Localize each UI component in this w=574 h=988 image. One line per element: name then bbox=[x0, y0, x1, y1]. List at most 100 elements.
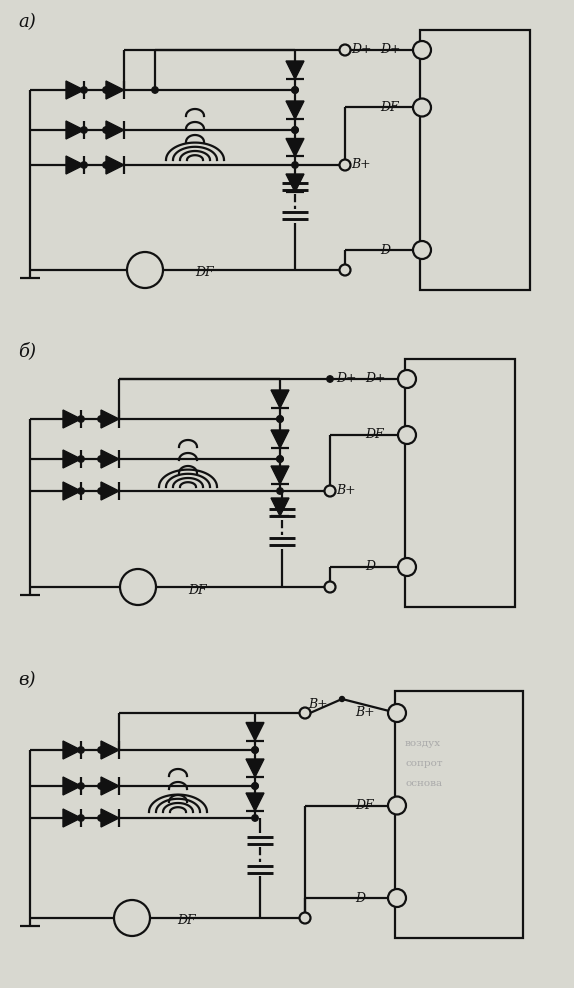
Circle shape bbox=[98, 416, 104, 422]
Circle shape bbox=[339, 697, 344, 701]
Circle shape bbox=[98, 747, 104, 753]
Circle shape bbox=[300, 707, 311, 718]
Polygon shape bbox=[106, 121, 124, 139]
Circle shape bbox=[78, 488, 84, 494]
Circle shape bbox=[292, 126, 298, 133]
Circle shape bbox=[398, 426, 416, 444]
Polygon shape bbox=[246, 722, 264, 740]
Circle shape bbox=[277, 416, 283, 422]
Bar bbox=[420, 30, 530, 290]
Circle shape bbox=[413, 99, 431, 117]
Text: а): а) bbox=[18, 13, 36, 31]
Circle shape bbox=[413, 41, 431, 59]
Text: D-: D- bbox=[365, 560, 379, 573]
Polygon shape bbox=[101, 450, 119, 468]
Circle shape bbox=[98, 782, 104, 789]
Text: DF: DF bbox=[380, 101, 398, 114]
Text: основа: основа bbox=[405, 779, 442, 787]
Text: DF: DF bbox=[195, 267, 214, 280]
Circle shape bbox=[78, 815, 84, 821]
Text: в): в) bbox=[18, 671, 36, 689]
Polygon shape bbox=[63, 482, 81, 500]
Circle shape bbox=[103, 87, 109, 93]
Bar bbox=[395, 691, 523, 938]
Circle shape bbox=[114, 900, 150, 936]
Text: D-: D- bbox=[380, 243, 394, 257]
Polygon shape bbox=[286, 174, 304, 192]
Circle shape bbox=[78, 455, 84, 462]
Polygon shape bbox=[246, 793, 264, 811]
Polygon shape bbox=[63, 741, 81, 759]
Circle shape bbox=[388, 889, 406, 907]
Circle shape bbox=[277, 455, 283, 462]
Circle shape bbox=[127, 252, 163, 288]
Circle shape bbox=[388, 796, 406, 814]
Circle shape bbox=[81, 87, 87, 93]
Circle shape bbox=[252, 747, 258, 753]
Circle shape bbox=[98, 488, 104, 494]
Circle shape bbox=[252, 782, 258, 789]
Polygon shape bbox=[286, 138, 304, 156]
Text: B+: B+ bbox=[355, 706, 375, 719]
Text: сопрот: сопрот bbox=[405, 759, 443, 768]
Circle shape bbox=[413, 241, 431, 259]
Circle shape bbox=[292, 162, 298, 168]
Text: D+: D+ bbox=[336, 372, 356, 385]
Circle shape bbox=[339, 265, 351, 276]
Circle shape bbox=[398, 370, 416, 388]
Circle shape bbox=[277, 416, 283, 422]
Circle shape bbox=[252, 815, 258, 821]
Text: B+: B+ bbox=[336, 484, 356, 498]
Polygon shape bbox=[271, 430, 289, 448]
Circle shape bbox=[292, 87, 298, 93]
Circle shape bbox=[152, 87, 158, 93]
Text: D+: D+ bbox=[380, 43, 401, 56]
Text: DF: DF bbox=[188, 584, 207, 597]
Polygon shape bbox=[66, 81, 84, 99]
Polygon shape bbox=[63, 410, 81, 428]
Polygon shape bbox=[63, 777, 81, 795]
Polygon shape bbox=[101, 741, 119, 759]
Polygon shape bbox=[271, 466, 289, 484]
Polygon shape bbox=[101, 410, 119, 428]
Circle shape bbox=[277, 488, 283, 494]
Circle shape bbox=[277, 455, 283, 462]
Text: DF: DF bbox=[355, 799, 374, 812]
Circle shape bbox=[81, 162, 87, 168]
Text: B+: B+ bbox=[308, 699, 328, 711]
Text: воздух: воздух bbox=[405, 738, 441, 748]
Polygon shape bbox=[101, 777, 119, 795]
Bar bbox=[405, 359, 515, 607]
Polygon shape bbox=[286, 61, 304, 79]
Circle shape bbox=[78, 416, 84, 422]
Circle shape bbox=[103, 162, 109, 168]
Polygon shape bbox=[106, 81, 124, 99]
Circle shape bbox=[78, 782, 84, 789]
Circle shape bbox=[78, 747, 84, 753]
Polygon shape bbox=[66, 121, 84, 139]
Polygon shape bbox=[271, 498, 289, 516]
Circle shape bbox=[388, 704, 406, 722]
Circle shape bbox=[398, 558, 416, 576]
Polygon shape bbox=[63, 450, 81, 468]
Text: б): б) bbox=[18, 342, 36, 360]
Circle shape bbox=[98, 815, 104, 821]
Text: B+: B+ bbox=[351, 158, 371, 172]
Circle shape bbox=[339, 159, 351, 171]
Text: DF: DF bbox=[177, 915, 196, 928]
Text: D+: D+ bbox=[351, 43, 371, 56]
Polygon shape bbox=[271, 390, 289, 408]
Circle shape bbox=[81, 126, 87, 133]
Circle shape bbox=[98, 455, 104, 462]
Circle shape bbox=[339, 44, 351, 55]
Circle shape bbox=[324, 485, 335, 497]
Circle shape bbox=[252, 782, 258, 789]
Circle shape bbox=[120, 569, 156, 605]
Circle shape bbox=[300, 913, 311, 924]
Polygon shape bbox=[101, 482, 119, 500]
Circle shape bbox=[292, 87, 298, 93]
Polygon shape bbox=[246, 759, 264, 777]
Polygon shape bbox=[101, 809, 119, 827]
Circle shape bbox=[103, 126, 109, 133]
Circle shape bbox=[324, 582, 335, 593]
